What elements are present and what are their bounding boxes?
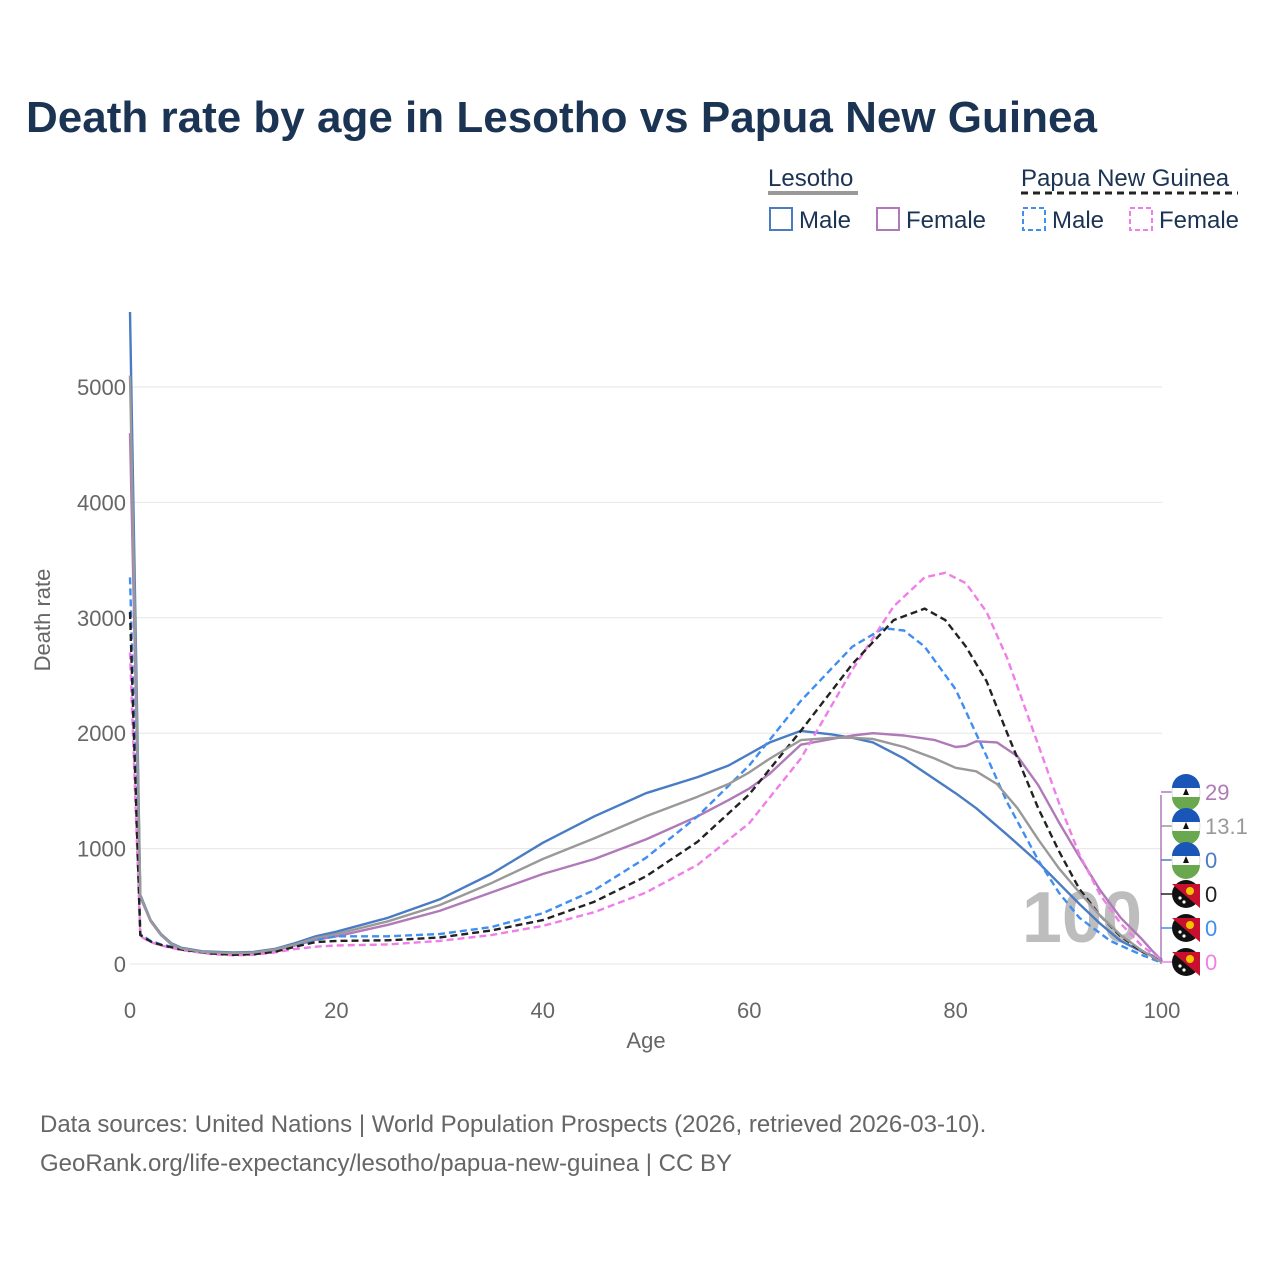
legend-swatch-png-female[interactable] xyxy=(1129,207,1153,231)
series-line-lesotho-male[interactable] xyxy=(128,311,1163,961)
png-flag-star xyxy=(1178,896,1182,900)
legend: Lesotho Papua New Guinea Male Female Mal… xyxy=(768,165,1239,234)
end-label-value: 0 xyxy=(1205,882,1217,907)
legend-swatch-lesotho-female[interactable] xyxy=(876,207,900,231)
footer-link[interactable]: GeoRank.org/life-expectancy/lesotho/papu… xyxy=(40,1150,732,1177)
legend-label-lesotho-female[interactable]: Female xyxy=(906,207,986,234)
lesotho-flag-green xyxy=(1172,865,1200,879)
png-flag-star xyxy=(1182,934,1186,938)
lesotho-flag-green xyxy=(1172,797,1200,811)
x-tick-labels: 0 20 40 60 80 100 xyxy=(124,998,1180,1023)
end-label-papua-new-guinea-male: 0 xyxy=(1161,914,1217,942)
png-flag-bird xyxy=(1186,955,1194,963)
end-label-papua-new-guinea-total: 0 xyxy=(1161,880,1217,908)
x-axis-label: Age xyxy=(626,1028,665,1053)
y-tick-label-2000: 2000 xyxy=(77,721,126,746)
lesotho-flag-blue xyxy=(1172,774,1200,788)
x-tick-label-40: 40 xyxy=(531,998,555,1023)
series-line-lesotho-total[interactable] xyxy=(128,375,1163,964)
gridlines xyxy=(130,386,1162,965)
lesotho-flag-hat xyxy=(1183,822,1189,829)
series-line-papua-new-guinea-female[interactable] xyxy=(128,571,1163,962)
legend-group-png: Papua New Guinea xyxy=(1021,165,1230,192)
end-label-value: 0 xyxy=(1205,950,1217,975)
footer-sources: Data sources: United Nations | World Pop… xyxy=(40,1111,986,1138)
x-tick-label-20: 20 xyxy=(324,998,348,1023)
y-tick-label-4000: 4000 xyxy=(77,490,126,515)
y-tick-label-1000: 1000 xyxy=(77,837,126,862)
legend-group-lesotho: Lesotho xyxy=(768,165,853,192)
png-flag-star xyxy=(1178,964,1182,968)
legend-label-png-female[interactable]: Female xyxy=(1159,207,1239,234)
end-label-lesotho-female: 29 xyxy=(1161,774,1229,811)
end-label-value: 13.1 xyxy=(1205,814,1248,839)
end-label-value: 0 xyxy=(1205,916,1217,941)
lesotho-flag-hat xyxy=(1183,856,1189,863)
y-tick-label-3000: 3000 xyxy=(77,606,126,631)
png-flag-star xyxy=(1182,968,1186,972)
png-flag-bird xyxy=(1186,887,1194,895)
png-flag-bird xyxy=(1186,921,1194,929)
series-line-lesotho-female[interactable] xyxy=(128,433,1163,962)
series-line-papua-new-guinea-male[interactable] xyxy=(128,577,1163,964)
legend-label-png-male[interactable]: Male xyxy=(1052,207,1104,234)
x-tick-label-100: 100 xyxy=(1144,998,1181,1023)
end-labels: 29 13.1 0 0 0 0 xyxy=(1161,774,1248,976)
chart-title: Death rate by age in Lesotho vs Papua Ne… xyxy=(26,93,1097,142)
lesotho-flag-green xyxy=(1172,831,1200,845)
x-tick-label-80: 80 xyxy=(943,998,967,1023)
y-tick-label-5000: 5000 xyxy=(77,375,126,400)
end-label-value: 0 xyxy=(1205,848,1217,873)
lesotho-flag-blue xyxy=(1172,842,1200,856)
lesotho-flag-blue xyxy=(1172,808,1200,822)
png-flag-star xyxy=(1182,900,1186,904)
end-label-papua-new-guinea-female: 0 xyxy=(1161,948,1217,976)
series-line-papua-new-guinea-total[interactable] xyxy=(128,607,1163,963)
legend-swatch-lesotho-male[interactable] xyxy=(769,207,793,231)
png-flag-star xyxy=(1178,930,1182,934)
x-tick-label-60: 60 xyxy=(737,998,761,1023)
lesotho-flag-hat xyxy=(1183,788,1189,795)
legend-swatch-png-male[interactable] xyxy=(1022,207,1046,231)
y-axis-label: Death rate xyxy=(30,569,55,672)
y-tick-label-0: 0 xyxy=(114,952,126,977)
end-label-lesotho-male: 0 xyxy=(1161,842,1217,879)
series-lines xyxy=(128,311,1163,964)
end-label-lesotho-total: 13.1 xyxy=(1161,808,1248,845)
legend-label-lesotho-male[interactable]: Male xyxy=(799,207,851,234)
end-label-value: 29 xyxy=(1205,780,1229,805)
x-tick-label-0: 0 xyxy=(124,998,136,1023)
y-tick-labels: 0 1000 2000 3000 4000 5000 xyxy=(77,375,126,977)
